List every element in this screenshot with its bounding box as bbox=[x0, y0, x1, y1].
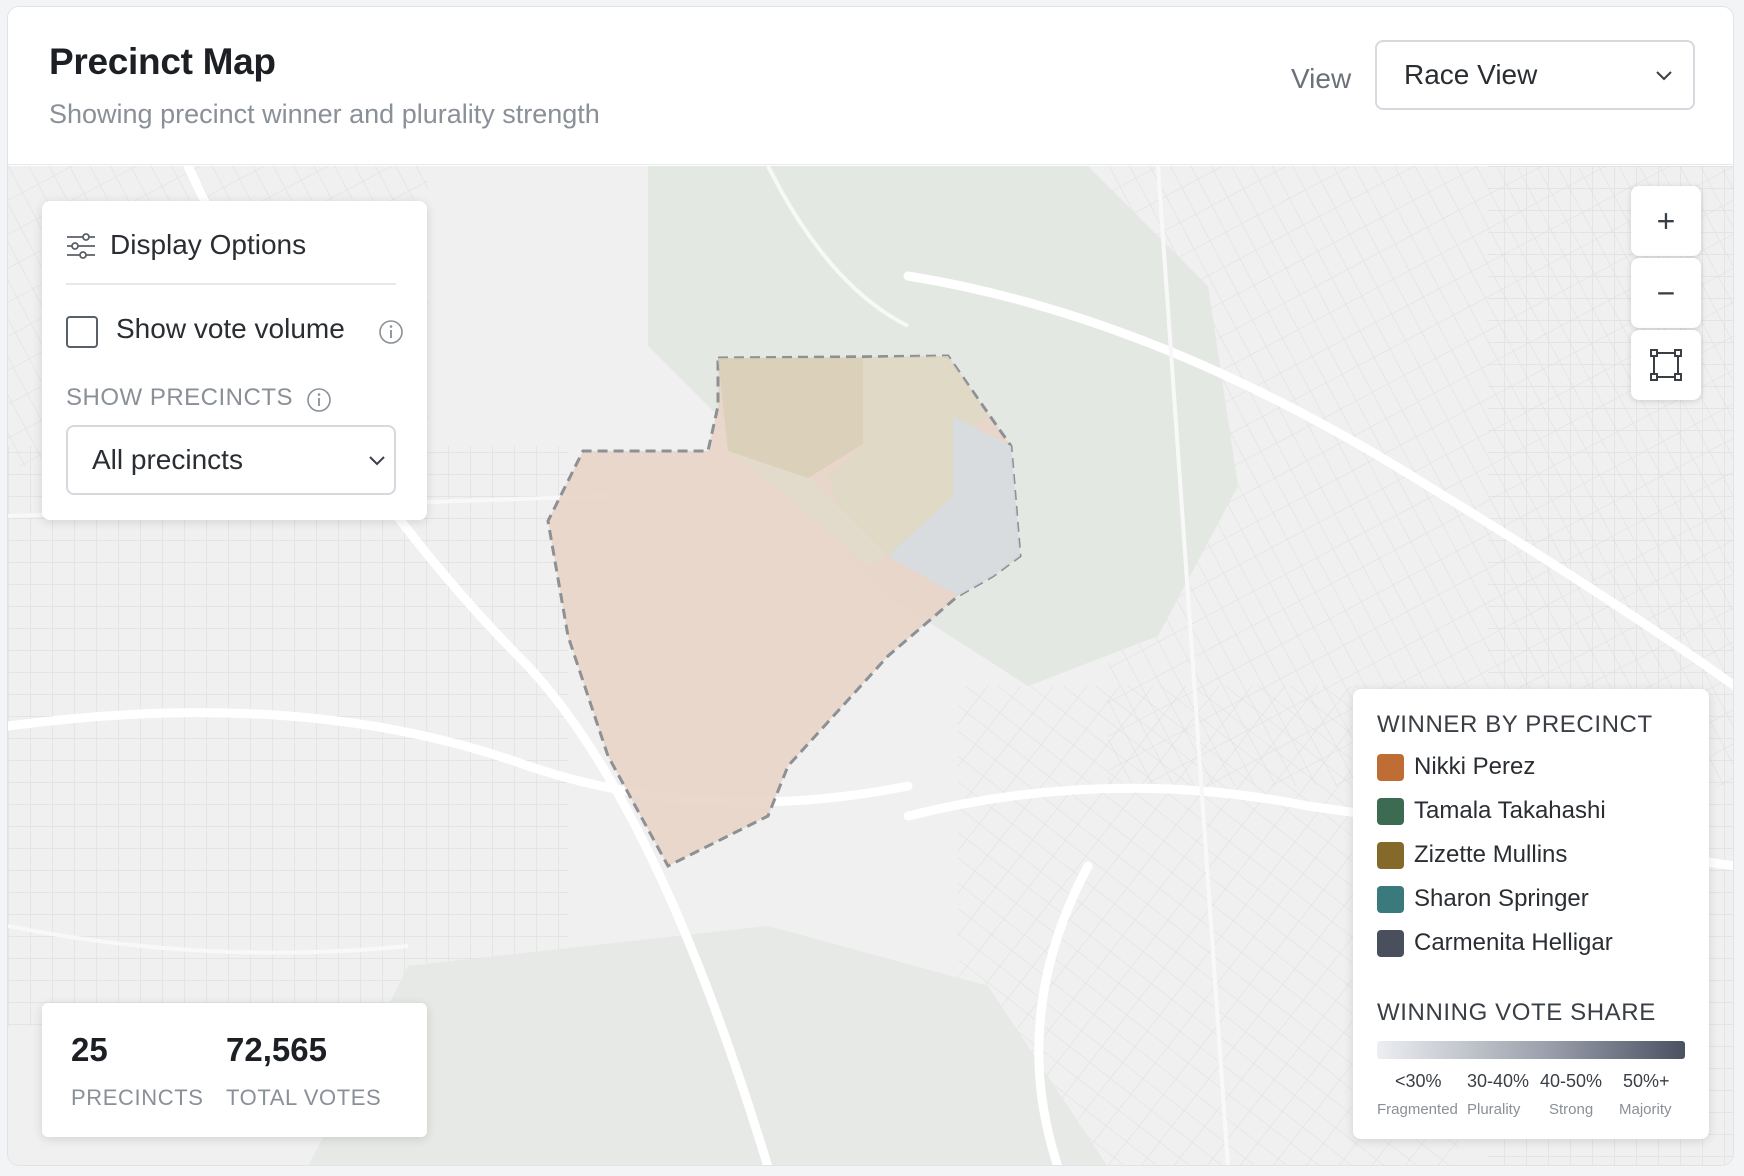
precincts-select[interactable]: All precincts bbox=[66, 425, 396, 495]
legend-swatch bbox=[1377, 886, 1404, 913]
display-options-header: Display Options bbox=[66, 221, 396, 285]
total-votes-label: TOTAL VOTES bbox=[226, 1085, 382, 1110]
winning-vote-share-title: WINNING VOTE SHARE bbox=[1377, 999, 1656, 1026]
minus-icon: − bbox=[1656, 275, 1676, 311]
plus-icon: + bbox=[1656, 203, 1676, 239]
chevron-down-icon bbox=[369, 456, 385, 466]
share-sublabel: Fragmented bbox=[1377, 1101, 1458, 1118]
total-votes-count: 72,565 bbox=[226, 1031, 327, 1068]
precincts-select-value: All precincts bbox=[92, 444, 243, 475]
legend-candidate-name: Nikki Perez bbox=[1414, 753, 1536, 780]
winner-by-precinct-title: WINNER BY PRECINCT bbox=[1377, 711, 1653, 738]
legend-swatch bbox=[1377, 798, 1404, 825]
precincts-count: 25 bbox=[71, 1031, 108, 1068]
info-icon[interactable] bbox=[378, 319, 404, 345]
precinct-map-card: Precinct Map Showing precinct winner and… bbox=[7, 6, 1734, 1166]
legend-candidate-name: Tamala Takahashi bbox=[1414, 797, 1606, 824]
show-vote-volume-checkbox[interactable] bbox=[66, 316, 98, 348]
share-sublabel: Plurality bbox=[1467, 1101, 1521, 1118]
stats-panel: 25 PRECINCTS 72,565 TOTAL VOTES bbox=[42, 1003, 427, 1137]
share-sublabel: Majority bbox=[1619, 1101, 1672, 1118]
display-options-panel: Display Options Show vote volume SHOW PR… bbox=[42, 201, 427, 520]
legend-candidate-name: Carmenita Helligar bbox=[1414, 929, 1613, 956]
share-label: 40-50% bbox=[1540, 1071, 1603, 1091]
fit-bounds-button[interactable] bbox=[1631, 330, 1701, 400]
view-select[interactable]: Race View bbox=[1375, 40, 1695, 110]
view-label: View bbox=[1291, 63, 1352, 94]
legend-candidate-name: Sharon Springer bbox=[1414, 885, 1589, 912]
show-vote-volume-label[interactable]: Show vote volume bbox=[116, 313, 345, 344]
zoom-out-button[interactable]: − bbox=[1631, 258, 1701, 328]
fit-bounds-icon bbox=[1650, 349, 1682, 381]
view-select-value: Race View bbox=[1404, 59, 1538, 90]
share-label: 50%+ bbox=[1623, 1071, 1670, 1091]
legend-candidate-name: Zizette Mullins bbox=[1414, 841, 1568, 868]
page-subtitle: Showing precinct winner and plurality st… bbox=[49, 99, 600, 129]
legend-panel: WINNER BY PRECINCT Nikki Perez Tamala Ta… bbox=[1353, 689, 1709, 1139]
show-precincts-label: SHOW PRECINCTS bbox=[66, 384, 294, 411]
sliders-icon bbox=[67, 233, 95, 259]
chevron-down-icon bbox=[1656, 71, 1672, 81]
precincts-count-label: PRECINCTS bbox=[71, 1085, 204, 1110]
legend-swatch bbox=[1377, 930, 1404, 957]
share-label: <30% bbox=[1395, 1071, 1442, 1091]
vote-share-gradient bbox=[1377, 1041, 1685, 1059]
share-label: 30-40% bbox=[1467, 1071, 1530, 1091]
info-icon[interactable] bbox=[306, 387, 332, 413]
zoom-in-button[interactable]: + bbox=[1631, 186, 1701, 256]
display-options-title: Display Options bbox=[110, 229, 307, 260]
legend-swatch bbox=[1377, 754, 1404, 781]
header: Precinct Map Showing precinct winner and… bbox=[8, 7, 1733, 165]
legend-swatch bbox=[1377, 842, 1404, 869]
share-sublabel: Strong bbox=[1549, 1101, 1594, 1118]
page-title: Precinct Map bbox=[49, 41, 276, 82]
